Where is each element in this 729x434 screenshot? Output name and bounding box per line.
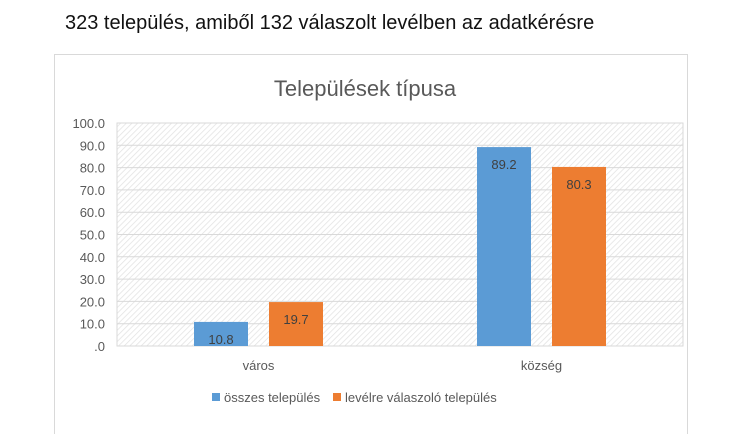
y-tick-label: 40.0	[80, 250, 105, 265]
y-tick-label: 60.0	[80, 205, 105, 220]
page-heading: 323 település, amiből 132 válaszolt levé…	[65, 12, 595, 34]
data-label: 19.7	[283, 312, 308, 327]
x-tick-label: város	[243, 358, 275, 373]
bar	[552, 166, 606, 346]
y-tick-label: 20.0	[80, 294, 105, 309]
data-label: 10.8	[208, 332, 233, 347]
y-tick-label: .0	[94, 339, 105, 354]
chart-title: Települések típusa	[274, 76, 457, 101]
y-tick-label: 10.0	[80, 317, 105, 332]
legend-label: levélre válaszoló település	[345, 390, 497, 405]
y-tick-label: 30.0	[80, 272, 105, 287]
chart-frame	[54, 54, 688, 434]
y-tick-label: 70.0	[80, 183, 105, 198]
y-tick-label: 80.0	[80, 161, 105, 176]
y-tick-label: 100.0	[72, 116, 105, 131]
x-tick-label: község	[521, 358, 562, 373]
y-tick-label: 50.0	[80, 228, 105, 243]
data-label: 89.2	[491, 157, 516, 172]
data-label: 80.3	[566, 177, 591, 192]
bar	[194, 321, 248, 346]
y-tick-label: 90.0	[80, 138, 105, 153]
bar	[269, 302, 323, 346]
legend-label: összes település	[224, 390, 321, 405]
legend-swatch	[333, 393, 341, 401]
bar	[477, 147, 531, 346]
legend-swatch	[212, 393, 220, 401]
